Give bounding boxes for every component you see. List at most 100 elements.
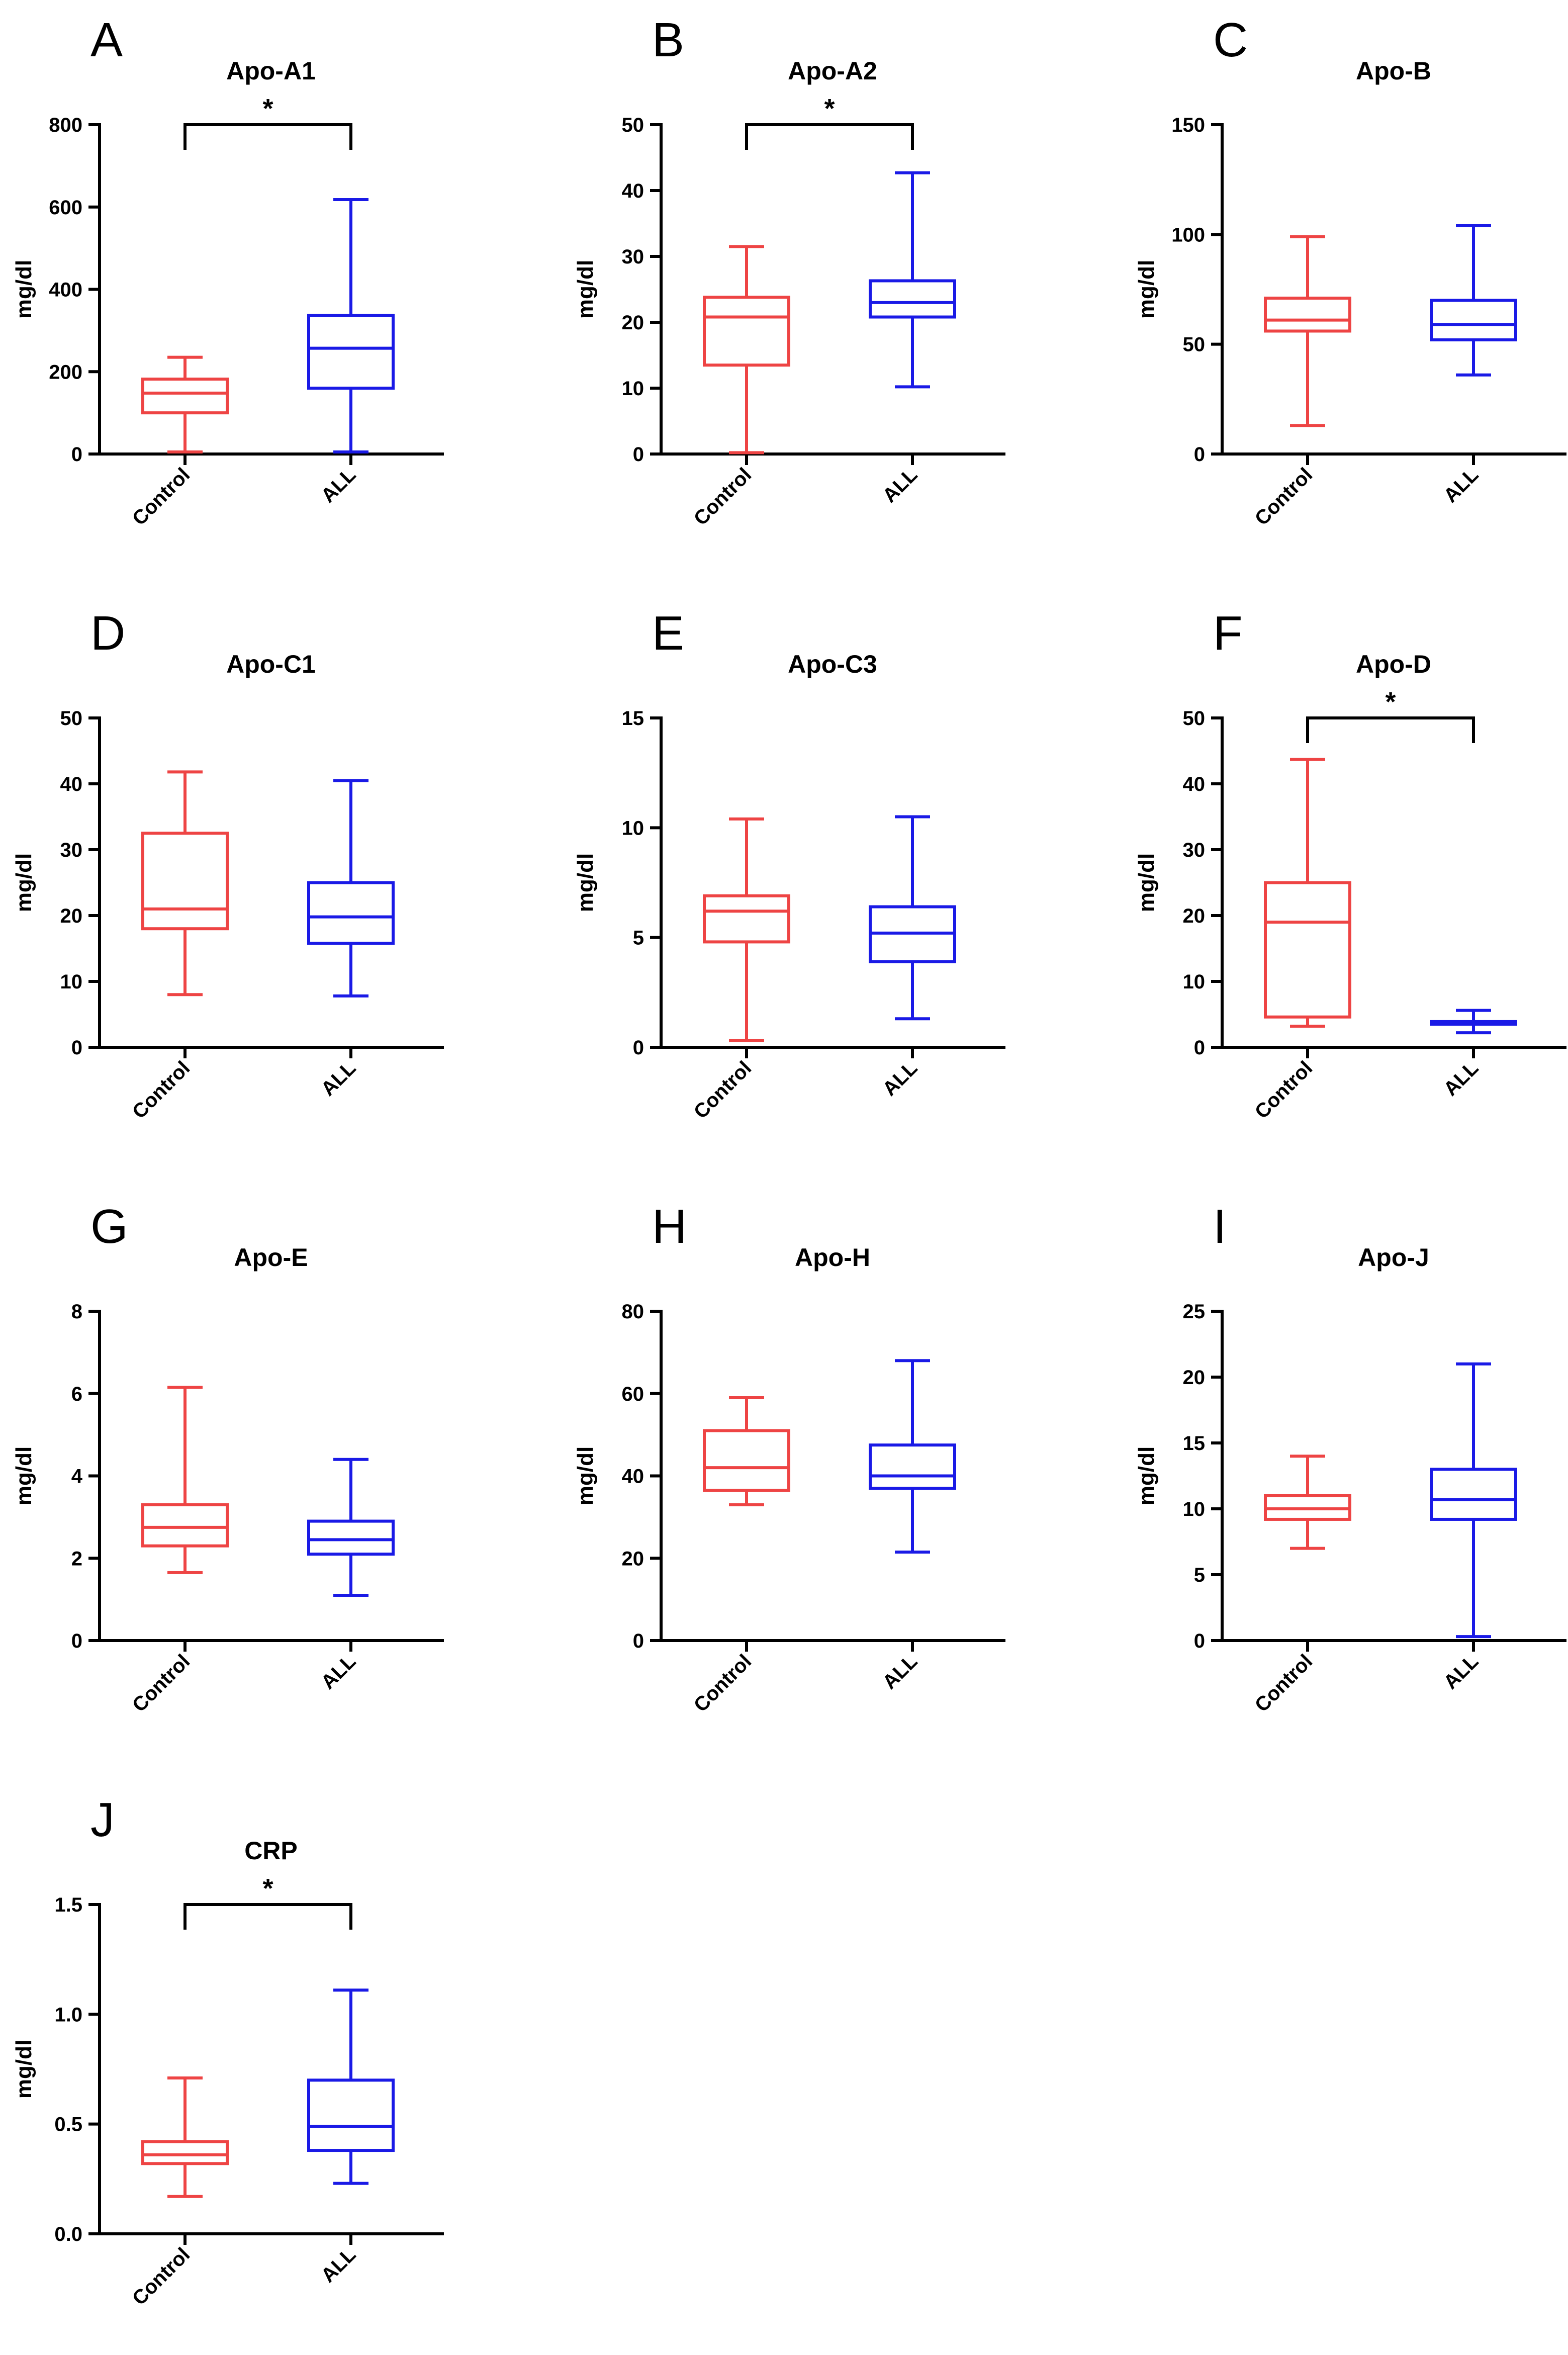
box-iqr — [141, 1503, 229, 1548]
x-tick-label: ALL — [878, 1650, 921, 1693]
panel-letter: J — [90, 1793, 115, 1847]
y-tick-label: 2 — [71, 1548, 82, 1570]
y-tick-label: 80 — [622, 1301, 644, 1323]
box-iqr — [869, 1443, 956, 1490]
y-tick-label: 0 — [71, 443, 82, 466]
y-tick-label: 50 — [622, 114, 644, 136]
y-tick-label: 60 — [622, 1383, 644, 1405]
chart-title: Apo-A1 — [226, 57, 316, 85]
y-tick-label: 20 — [622, 312, 644, 334]
x-tick-label: ALL — [878, 1057, 921, 1100]
y-tick-label: 10 — [622, 817, 644, 839]
box-control — [141, 1386, 229, 1574]
y-axis-label: mg/dl — [12, 853, 36, 912]
box-control — [1264, 758, 1351, 1028]
chart-panel-g: G Apo-E 0 2 4 6 8 mg/dl Control ALL — [12, 1200, 444, 1716]
panel-letter: C — [1213, 13, 1248, 67]
x-tick-label: Control — [690, 1650, 756, 1716]
chart-title: Apo-C1 — [226, 650, 316, 678]
significance-star: * — [1385, 687, 1396, 717]
y-axis-label: mg/dl — [1134, 853, 1159, 912]
significance-bracket — [183, 123, 352, 150]
box-iqr — [307, 2078, 395, 2152]
panel-letter: G — [90, 1200, 128, 1253]
x-tick-label: Control — [1251, 1650, 1317, 1716]
x-tick-label: Control — [128, 1650, 195, 1716]
x-tick-label: ALL — [317, 1650, 360, 1693]
chart-panel-d: D Apo-C1 0 10 20 30 40 50 mg/dl Control ALL — [12, 606, 444, 1123]
panel-letter: D — [90, 606, 125, 660]
chart-title: Apo-C3 — [788, 650, 877, 678]
significance-bracket — [745, 123, 914, 150]
box-iqr — [1430, 1468, 1517, 1521]
significance-star: * — [824, 94, 835, 124]
box-iqr — [703, 894, 790, 944]
y-tick-label: 0 — [1194, 1037, 1205, 1059]
significance-star: * — [262, 94, 273, 124]
bracket-line — [745, 123, 914, 150]
y-tick-label: 50 — [1183, 334, 1206, 356]
box-all — [307, 779, 395, 998]
y-tick-label: 30 — [622, 246, 644, 268]
chart-title: Apo-B — [1356, 57, 1431, 85]
significance-bracket — [183, 1903, 352, 1930]
box-iqr — [1264, 296, 1351, 333]
y-tick-label: 1.5 — [54, 1894, 82, 1916]
x-tick-label: Control — [690, 464, 756, 530]
box-iqr — [703, 296, 790, 367]
y-tick-label: 8 — [71, 1301, 82, 1323]
y-tick-label: 10 — [622, 378, 644, 400]
y-tick-label: 10 — [1183, 971, 1206, 993]
box-iqr — [307, 881, 395, 945]
x-tick-label: ALL — [1439, 1057, 1483, 1100]
box-iqr — [141, 377, 229, 415]
box-iqr — [141, 832, 229, 931]
panel-letter: I — [1213, 1200, 1227, 1253]
y-tick-label: 15 — [622, 707, 644, 730]
y-tick-label: 0 — [633, 1630, 644, 1652]
y-tick-label: 5 — [633, 927, 644, 949]
y-tick-label: 0.5 — [54, 2114, 82, 2136]
x-tick-label: Control — [128, 2243, 195, 2310]
box-all — [307, 198, 395, 454]
bracket-line — [1306, 716, 1475, 743]
chart-panel-e: E Apo-C3 0 5 10 15 mg/dl Control ALL — [573, 606, 1005, 1123]
y-axis-label: mg/dl — [573, 260, 598, 319]
y-tick-label: 40 — [622, 1466, 644, 1488]
box-all — [307, 1988, 395, 2185]
box-iqr — [307, 314, 395, 390]
box-iqr — [1264, 881, 1351, 1019]
y-tick-label: 30 — [60, 839, 83, 861]
chart-panel-j: J CRP 0.0 0.5 1.0 1.5 mg/dl Control ALL * — [12, 1793, 444, 2310]
chart-title: Apo-E — [234, 1243, 308, 1272]
panel-letter: H — [652, 1200, 687, 1253]
chart-panel-f: F Apo-D 0 10 20 30 40 50 mg/dl Control ALL * — [1134, 606, 1566, 1123]
x-tick-label: ALL — [878, 464, 921, 507]
y-tick-label: 5 — [1194, 1564, 1205, 1586]
box-all — [307, 1458, 395, 1597]
significance-star: * — [262, 1873, 273, 1904]
chart-panel-i: I Apo-J 0 5 10 15 20 25 mg/dl Control ALL — [1134, 1200, 1566, 1716]
box-control — [703, 245, 790, 455]
y-axis-label: mg/dl — [12, 260, 36, 319]
box-control — [703, 817, 790, 1042]
chart-panel-h: H Apo-H 0 20 40 60 80 mg/dl Control ALL — [573, 1200, 1005, 1716]
x-tick-label: Control — [690, 1057, 756, 1123]
x-tick-label: Control — [1251, 464, 1317, 530]
y-axis-label: mg/dl — [12, 1446, 36, 1505]
y-tick-label: 15 — [1183, 1432, 1206, 1455]
y-tick-label: 0 — [633, 1037, 644, 1059]
x-tick-label: Control — [128, 1057, 195, 1123]
y-tick-label: 20 — [1183, 905, 1206, 927]
y-axis-label: mg/dl — [573, 853, 598, 912]
chart-title: Apo-A2 — [788, 57, 877, 85]
box-control — [703, 1396, 790, 1506]
x-tick-label: ALL — [1439, 464, 1483, 507]
x-tick-label: ALL — [317, 1057, 360, 1100]
chart-title: Apo-H — [795, 1243, 870, 1272]
box-all — [1430, 224, 1517, 377]
box-all — [869, 1359, 956, 1554]
box-control — [1264, 1455, 1351, 1550]
y-tick-label: 10 — [60, 971, 83, 993]
y-tick-label: 50 — [1183, 707, 1206, 730]
